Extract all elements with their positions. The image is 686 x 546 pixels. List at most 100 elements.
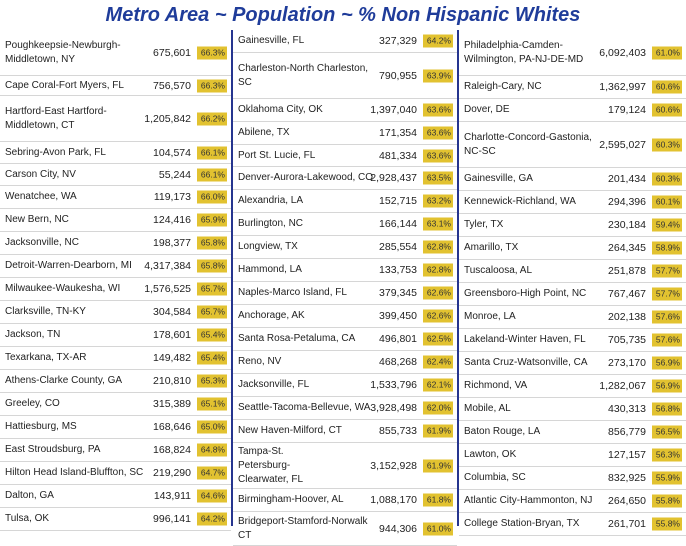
table-row: Anchorage, AK 399,450 62.6% — [233, 305, 457, 328]
population-value: 2,595,027 — [599, 138, 646, 151]
population-value: 399,450 — [379, 310, 417, 322]
metro-area-name: Longview, TX — [238, 241, 298, 252]
table-row: Denver-Aurora-Lakewood, CO 2,928,437 63.5% — [233, 167, 457, 190]
population-value: 675,601 — [153, 46, 191, 59]
percent-badge: 57.6% — [652, 310, 682, 324]
table-row: Richmond, VA 1,282,067 56.9% — [459, 375, 686, 398]
population-value: 219,290 — [153, 467, 191, 479]
metro-area-name: Tampa-St. Petersburg-Clearwater, FL — [238, 445, 304, 485]
page-title: Metro Area ~ Population ~ % Non Hispanic… — [105, 4, 581, 26]
metro-area-name: Dalton, GA — [5, 490, 54, 501]
table-row: Dover, DE 179,124 60.6% — [459, 99, 686, 122]
table-row: Clarksville, TN-KY 304,584 65.7% — [0, 301, 231, 324]
percent-badge: 65.3% — [197, 374, 227, 388]
population-value: 104,574 — [153, 146, 191, 159]
population-value: 327,329 — [379, 35, 417, 47]
table-row: Tuscaloosa, AL 251,878 57.7% — [459, 260, 686, 283]
table-row: Burlington, NC 166,144 63.1% — [233, 213, 457, 236]
percent-badge: 60.3% — [652, 138, 682, 151]
table-row: Baton Rouge, LA 856,779 56.5% — [459, 421, 686, 444]
population-value: 201,434 — [608, 173, 646, 185]
percent-badge: 66.1% — [197, 168, 227, 181]
table-row: Santa Cruz-Watsonville, CA 273,170 56.9% — [459, 352, 686, 375]
metro-area-name: Santa Rosa-Petaluma, CA — [238, 333, 356, 344]
percent-badge: 60.6% — [652, 103, 682, 117]
metro-area-name: Anchorage, AK — [238, 310, 305, 321]
metro-area-name: Seattle-Tacoma-Bellevue, WA — [238, 402, 371, 413]
percent-badge: 66.1% — [197, 146, 227, 159]
percent-badge: 56.8% — [652, 402, 682, 416]
table-row: Tyler, TX 230,184 59.4% — [459, 214, 686, 237]
metro-area-name: Jackson, TN — [5, 329, 61, 340]
table-row: Wenatchee, WA 119,173 66.0% — [0, 186, 231, 209]
population-value: 756,570 — [153, 79, 191, 92]
percent-badge: 62.6% — [423, 309, 453, 323]
metro-area-name: Clarksville, TN-KY — [5, 306, 86, 317]
population-value: 149,482 — [153, 352, 191, 364]
table-row: Port St. Lucie, FL 481,334 63.6% — [233, 145, 457, 167]
metro-area-name: Detroit-Warren-Dearborn, MI — [5, 260, 132, 271]
table-row: East Stroudsburg, PA 168,824 64.8% — [0, 439, 231, 462]
population-value: 178,601 — [153, 329, 191, 341]
table-column-1: Poughkeepsie-Newburgh-Middletown, NY 675,… — [0, 30, 231, 531]
table-row: Kennewick-Richland, WA 294,396 60.1% — [459, 191, 686, 214]
table-row: Tampa-St. Petersburg-Clearwater, FL 3,152… — [233, 443, 457, 489]
percent-badge: 59.4% — [652, 218, 682, 232]
metro-area-name: Santa Cruz-Watsonville, CA — [464, 357, 588, 368]
metro-area-name: Reno, NV — [238, 356, 282, 367]
population-value: 996,141 — [153, 513, 191, 525]
metro-area-name: Athens-Clarke County, GA — [5, 375, 123, 386]
metro-area-name: Denver-Aurora-Lakewood, CO — [238, 172, 374, 183]
table-row: Dalton, GA 143,911 64.6% — [0, 485, 231, 508]
metro-area-name: Wenatchee, WA — [5, 191, 77, 202]
table-row: Lawton, OK 127,157 56.3% — [459, 444, 686, 467]
population-value: 210,810 — [153, 375, 191, 387]
population-value: 133,753 — [379, 264, 417, 276]
percent-badge: 66.2% — [197, 112, 227, 125]
table-row: Charlotte-Concord-Gastonia, NC-SC 2,595,0… — [459, 122, 686, 168]
population-value: 3,152,928 — [370, 459, 417, 472]
percent-badge: 65.8% — [197, 259, 227, 273]
population-value: 856,779 — [608, 426, 646, 438]
population-value: 767,467 — [608, 288, 646, 300]
percent-badge: 60.3% — [652, 172, 682, 186]
population-value: 202,138 — [608, 311, 646, 323]
population-value: 304,584 — [153, 306, 191, 318]
population-value: 379,345 — [379, 287, 417, 299]
percent-badge: 57.7% — [652, 287, 682, 301]
table-row: Detroit-Warren-Dearborn, MI 4,317,384 65.8… — [0, 255, 231, 278]
population-value: 124,416 — [153, 214, 191, 226]
table-row: Greeley, CO 315,389 65.1% — [0, 393, 231, 416]
table-row: Naples-Marco Island, FL 379,345 62.6% — [233, 282, 457, 305]
table-row: Raleigh-Cary, NC 1,362,997 60.6% — [459, 76, 686, 99]
percent-badge: 62.5% — [423, 332, 453, 346]
table-row: Hattiesburg, MS 168,646 65.0% — [0, 416, 231, 439]
table-row: Poughkeepsie-Newburgh-Middletown, NY 675,… — [0, 30, 231, 76]
percent-badge: 56.9% — [652, 379, 682, 393]
metro-area-name: Lawton, OK — [464, 449, 517, 460]
percent-badge: 64.8% — [197, 443, 227, 457]
table-row: New Haven-Milford, CT 855,733 61.9% — [233, 420, 457, 443]
table-row: Seattle-Tacoma-Bellevue, WA 3,928,498 62.0… — [233, 397, 457, 420]
population-value: 944,306 — [379, 522, 417, 535]
population-value: 179,124 — [608, 104, 646, 116]
percent-badge: 63.6% — [423, 126, 453, 140]
table-row: Atlantic City-Hammonton, NJ 264,650 55.8% — [459, 490, 686, 513]
percent-badge: 65.0% — [197, 420, 227, 434]
metro-area-name: Raleigh-Cary, NC — [464, 81, 542, 92]
population-value: 261,701 — [608, 518, 646, 530]
percent-badge: 62.8% — [423, 263, 453, 277]
percent-badge: 63.2% — [423, 194, 453, 208]
population-value: 315,389 — [153, 398, 191, 410]
percent-badge: 61.8% — [423, 493, 453, 507]
percent-badge: 64.7% — [197, 466, 227, 480]
table-row: Mobile, AL 430,313 56.8% — [459, 398, 686, 421]
table-row: Philadelphia-Camden-Wilmington, PA-NJ-DE… — [459, 30, 686, 76]
population-value: 168,824 — [153, 444, 191, 456]
population-value: 1,533,796 — [370, 379, 417, 391]
table-row: Columbia, SC 832,925 55.9% — [459, 467, 686, 490]
population-value: 198,377 — [153, 237, 191, 249]
population-value: 166,144 — [379, 218, 417, 230]
table-row: Jacksonville, FL 1,533,796 62.1% — [233, 374, 457, 397]
population-value: 790,955 — [379, 69, 417, 82]
